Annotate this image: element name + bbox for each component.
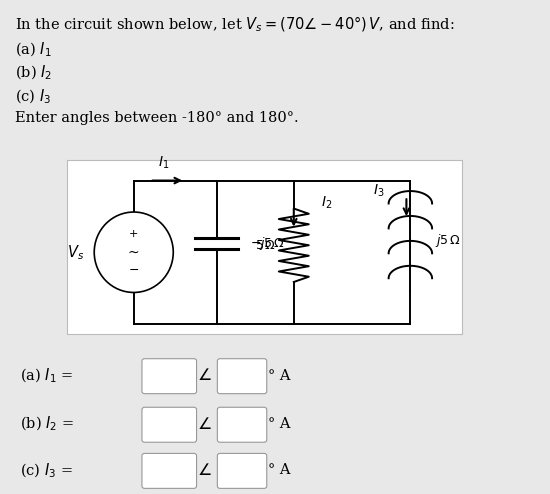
Text: $\angle$: $\angle$ xyxy=(197,462,212,479)
Text: $\angle$: $\angle$ xyxy=(197,367,212,384)
Text: In the circuit shown below, let $V_s = (70\angle - 40°)\,V$, and find:: In the circuit shown below, let $V_s = (… xyxy=(14,15,454,34)
Text: (b) $I_2$: (b) $I_2$ xyxy=(14,64,52,82)
Text: ~: ~ xyxy=(128,245,140,259)
Text: −: − xyxy=(129,264,139,277)
Text: (a) $I_1$ =: (a) $I_1$ = xyxy=(20,367,73,385)
Text: (c) $I_3$: (c) $I_3$ xyxy=(14,87,51,106)
FancyBboxPatch shape xyxy=(142,453,196,489)
Text: Enter angles between -180° and 180°.: Enter angles between -180° and 180°. xyxy=(14,111,298,124)
FancyBboxPatch shape xyxy=(142,359,196,394)
Text: $I_3$: $I_3$ xyxy=(373,183,384,199)
Text: $-j5\,\Omega$: $-j5\,\Omega$ xyxy=(250,235,285,252)
Text: ° A: ° A xyxy=(268,463,291,477)
FancyBboxPatch shape xyxy=(217,407,267,442)
Text: $V_s$: $V_s$ xyxy=(67,243,84,262)
Text: ° A: ° A xyxy=(268,417,291,431)
FancyBboxPatch shape xyxy=(67,160,462,334)
Text: $5\,\Omega$: $5\,\Omega$ xyxy=(255,239,276,252)
FancyBboxPatch shape xyxy=(217,359,267,394)
FancyBboxPatch shape xyxy=(217,453,267,489)
FancyBboxPatch shape xyxy=(142,407,196,442)
Text: ° A: ° A xyxy=(268,369,291,383)
Text: (c) $I_3$ =: (c) $I_3$ = xyxy=(20,461,73,480)
Text: (b) $I_2$ =: (b) $I_2$ = xyxy=(20,415,74,433)
Text: (a) $I_1$: (a) $I_1$ xyxy=(14,41,51,59)
Ellipse shape xyxy=(94,212,173,292)
Text: $I_2$: $I_2$ xyxy=(321,195,333,211)
Text: +: + xyxy=(129,229,139,239)
Text: $j5\,\Omega$: $j5\,\Omega$ xyxy=(434,232,461,249)
Text: $I_1$: $I_1$ xyxy=(158,155,169,171)
Text: $\angle$: $\angle$ xyxy=(197,416,212,433)
